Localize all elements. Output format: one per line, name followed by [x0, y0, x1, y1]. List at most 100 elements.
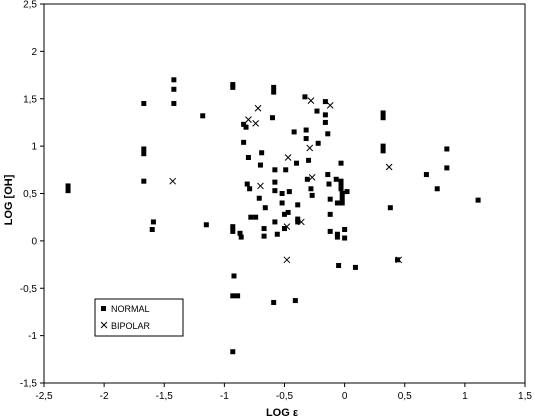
- normal-point: [380, 110, 386, 116]
- bipolar-point: [252, 120, 259, 127]
- bipolar-point: [385, 163, 393, 171]
- normal-point: [304, 176, 310, 182]
- normal-point: [294, 160, 300, 166]
- normal-point: [295, 216, 301, 222]
- normal-point: [309, 192, 315, 198]
- normal-point: [171, 100, 177, 106]
- x-tick-label: -1: [220, 391, 229, 402]
- normal-point: [325, 131, 331, 137]
- normal-point: [308, 186, 314, 192]
- normal-point: [339, 200, 345, 206]
- legend-box: [94, 298, 184, 337]
- normal-point: [334, 231, 340, 237]
- normal-point: [338, 178, 344, 184]
- normal-point: [141, 146, 147, 152]
- bipolar-point: [245, 116, 252, 123]
- normal-point: [65, 183, 71, 189]
- y-tick-label: 2,5: [23, 0, 37, 11]
- normal-point: [327, 196, 333, 202]
- normal-point: [295, 219, 301, 225]
- normal-point: [248, 214, 254, 220]
- normal-point: [269, 115, 275, 121]
- normal-point: [245, 154, 251, 160]
- normal-point: [230, 228, 236, 234]
- normal-point: [334, 234, 340, 240]
- y-tick-label: 1: [31, 142, 37, 153]
- bipolar-point: [283, 223, 291, 231]
- normal-point: [150, 219, 156, 225]
- normal-point: [286, 189, 292, 195]
- normal-point: [171, 86, 177, 92]
- x-tick-label: 1,5: [518, 391, 532, 402]
- normal-point: [434, 186, 440, 192]
- y-tick-label: 1,5: [23, 94, 37, 105]
- normal-point: [295, 202, 301, 208]
- y-axis: 2,5 2 1,5 1 0,5 0 -0,5 -1 -1,5: [20, 0, 45, 390]
- normal-point: [444, 146, 450, 152]
- normal-point: [444, 165, 450, 171]
- normal-point: [149, 227, 155, 233]
- normal-point: [272, 219, 278, 225]
- y-tick-label: -0,5: [20, 284, 38, 295]
- normal-point: [322, 119, 328, 125]
- normal-point: [339, 195, 345, 201]
- normal-point: [352, 264, 358, 270]
- normal-point: [303, 127, 309, 133]
- normal-point: [279, 200, 285, 206]
- normal-point: [380, 115, 386, 121]
- normal-point: [306, 157, 312, 163]
- y-tick-label: 0,5: [23, 189, 37, 200]
- normal-point: [283, 167, 289, 173]
- normal-point: [262, 205, 268, 211]
- legend-bipolar-marker: [100, 321, 108, 329]
- normal-point: [292, 298, 298, 304]
- x-tick-label: 0,5: [398, 391, 412, 402]
- x-tick-label: -0,5: [276, 391, 294, 402]
- bipolar-point: [257, 182, 264, 190]
- normal-point: [315, 140, 321, 146]
- legend-normal-label: NORMAL: [111, 304, 150, 314]
- normal-point: [285, 209, 291, 215]
- normal-point: [303, 136, 309, 142]
- legend: NORMAL BIPOLAR: [94, 298, 184, 337]
- bipolar-point: [284, 154, 292, 161]
- normal-point: [230, 84, 236, 90]
- bipolar-point: [306, 144, 314, 152]
- normal-point: [302, 94, 308, 100]
- normal-point: [271, 89, 277, 95]
- normal-point: [326, 181, 332, 187]
- normal-point: [342, 235, 348, 241]
- normal-point: [423, 172, 429, 178]
- normal-point: [230, 224, 236, 230]
- bipolar-point: [307, 97, 315, 104]
- x-tick-label: 1: [462, 391, 468, 402]
- normal-point: [271, 84, 277, 90]
- x-tick-label: -2,5: [35, 391, 53, 402]
- normal-point: [244, 181, 250, 187]
- x-axis-label: LOG ε: [266, 407, 299, 419]
- normal-point: [314, 108, 320, 114]
- normal-point: [238, 234, 244, 240]
- bipolar-point: [254, 104, 262, 112]
- normal-point: [253, 214, 259, 220]
- normal-point: [257, 162, 263, 168]
- normal-point: [261, 233, 267, 239]
- normal-point: [256, 195, 262, 201]
- bipolar-point: [308, 174, 316, 181]
- normal-point: [322, 99, 328, 105]
- normal-point: [272, 179, 278, 185]
- normal-point: [387, 205, 393, 211]
- normal-point: [380, 148, 386, 154]
- normal-point: [342, 227, 348, 233]
- normal-point: [271, 299, 277, 305]
- normal-point: [65, 188, 71, 194]
- normal-point: [237, 230, 243, 236]
- normal-point: [274, 231, 280, 237]
- normal-point: [333, 176, 339, 182]
- normal-point: [327, 228, 333, 234]
- normal-point: [141, 178, 147, 184]
- normal-point: [259, 150, 265, 156]
- normal-point: [395, 257, 401, 263]
- normal-point: [334, 200, 340, 206]
